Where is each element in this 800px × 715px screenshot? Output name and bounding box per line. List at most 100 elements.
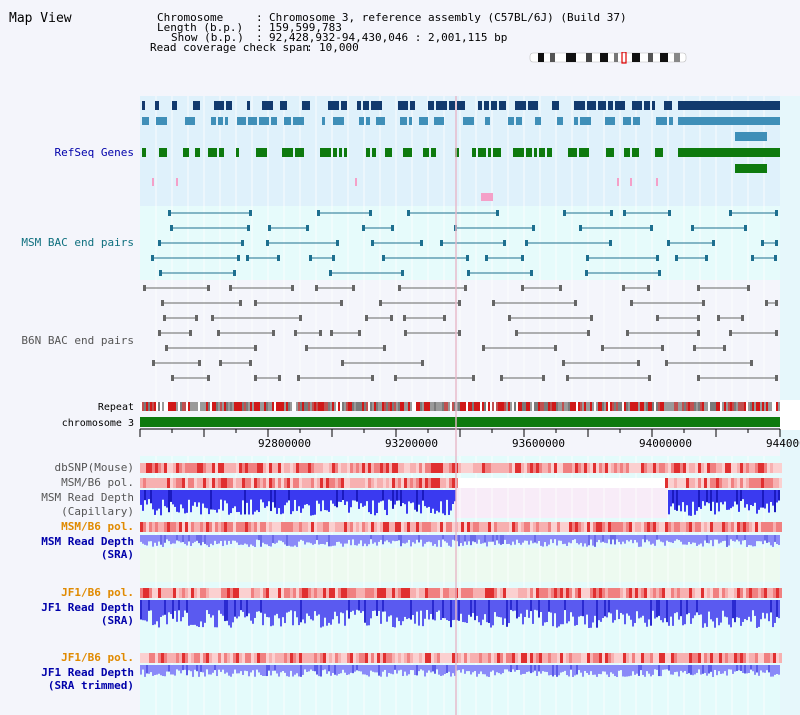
gene-feature — [357, 101, 361, 110]
gene-feature — [478, 101, 482, 110]
track-label-msm-read-depth-sra[interactable]: MSM Read Depth — [41, 535, 134, 548]
show-value: 92,428,932-94,430,046 : 2,001,115 bp — [269, 31, 508, 44]
bac-pair — [246, 255, 280, 261]
chromosome-ideogram[interactable] — [528, 52, 690, 64]
gene-feature — [142, 148, 146, 157]
coverage-label: Read coverage check span — [150, 41, 309, 54]
track-label-msm-b6-pol-1[interactable]: MSM/B6 pol. — [61, 476, 134, 489]
track-label-repeat[interactable]: Repeat — [97, 402, 134, 413]
gene-feature — [237, 117, 246, 125]
gene-feature — [652, 101, 655, 110]
gene-feature — [363, 101, 369, 110]
bac-pair — [626, 330, 700, 336]
gene-feature — [409, 117, 412, 125]
gene-feature — [185, 117, 195, 125]
bac-pair — [693, 345, 726, 351]
bac-pair — [309, 255, 335, 261]
gene-feature — [410, 101, 415, 110]
bac-pair — [168, 210, 252, 216]
bac-pair — [394, 375, 475, 381]
bac-pair — [630, 300, 705, 306]
track-label-refseq-genes[interactable]: RefSeq Genes — [54, 146, 134, 159]
bac-pair — [622, 285, 650, 291]
bac-pair — [365, 315, 393, 321]
bac-pair — [515, 330, 590, 336]
gene-feature — [333, 148, 337, 157]
gene-feature — [155, 101, 159, 110]
bac-pair — [254, 375, 281, 381]
bac-pair — [297, 375, 374, 381]
gene-feature — [225, 117, 228, 125]
track-label-dbsnp[interactable]: dbSNP(Mouse) — [54, 461, 134, 474]
track-label-b6n-bac[interactable]: B6N BAC end pairs — [21, 334, 134, 347]
bac-pair — [440, 240, 506, 246]
gene-feature — [400, 117, 407, 125]
gene-feature — [457, 101, 465, 110]
gene-feature — [193, 101, 200, 110]
gene-feature — [580, 117, 591, 125]
track-label-msm-read-depth-cap-sub: (Capillary) — [61, 505, 134, 518]
track-label-msm-b6-pol-2[interactable]: MSM/B6 pol. — [61, 520, 134, 533]
axis-tick-label: 93600000 — [512, 437, 565, 450]
bac-pair — [508, 315, 593, 321]
track-label-msm-bac[interactable]: MSM BAC end pairs — [21, 236, 134, 249]
bac-pair — [500, 375, 545, 381]
gene-feature — [513, 148, 524, 157]
gene-feature — [605, 117, 615, 125]
chromosome-bar — [140, 417, 780, 427]
bac-pair — [765, 300, 778, 306]
bac-pair — [566, 375, 651, 381]
gene-feature — [615, 101, 625, 110]
gene-feature — [598, 101, 606, 110]
gene-feature — [735, 132, 767, 141]
bac-pair — [482, 345, 557, 351]
gene-feature — [247, 101, 250, 110]
track-label-chromosome[interactable]: chromosome 3 — [61, 418, 134, 429]
gene-feature — [431, 148, 436, 157]
gene-feature — [328, 101, 339, 110]
track-label-jf1-b6-pol-2[interactable]: JF1/B6 pol. — [61, 651, 134, 664]
gene-feature — [341, 101, 347, 110]
gene-feature — [644, 101, 650, 110]
axis-tick-label: 94000000 — [639, 437, 692, 450]
bac-pair — [170, 225, 250, 231]
gene-feature — [398, 101, 408, 110]
bac-pair — [294, 330, 322, 336]
gene-feature — [359, 117, 364, 125]
bac-pair — [492, 300, 577, 306]
gene-feature — [195, 148, 200, 157]
track-label-jf1-b6-pol-1[interactable]: JF1/B6 pol. — [61, 586, 134, 599]
bac-pair — [697, 375, 778, 381]
gene-feature — [515, 101, 526, 110]
gene-feature — [624, 148, 630, 157]
track-label-jf1-read-depth-sra[interactable]: JF1 Read Depth — [41, 601, 134, 614]
track-label-jf1-read-depth-trim[interactable]: JF1 Read Depth — [41, 666, 134, 679]
bac-pair — [563, 210, 613, 216]
bac-pair — [254, 300, 343, 306]
gene-feature — [463, 117, 474, 125]
length-label: Length (b.p.) — [157, 21, 244, 34]
gene-feature — [574, 101, 585, 110]
bac-pair — [217, 330, 275, 336]
gene-feature — [478, 148, 486, 157]
axis-tick-label: 92800000 — [258, 437, 311, 450]
gene-feature — [534, 148, 537, 157]
bac-pair — [266, 240, 339, 246]
gene-feature — [472, 148, 476, 157]
bac-pair — [751, 255, 777, 261]
bac-pair — [151, 255, 240, 261]
gene-feature — [491, 101, 497, 110]
chromosome-label: Chromosome — [157, 11, 224, 24]
gene-feature — [608, 101, 613, 110]
track-label-msm-read-depth-cap[interactable]: MSM Read Depth — [41, 491, 134, 504]
bac-pair — [691, 225, 747, 231]
coordinate-axis: 92800000 93200000 93600000 94000000 9440… — [139, 428, 800, 450]
gene-feature — [236, 148, 239, 157]
gene-feature — [248, 117, 257, 125]
bac-pair — [143, 285, 210, 291]
axis-tick-label: 93200000 — [385, 437, 438, 450]
gene-feature — [419, 117, 428, 125]
gene-feature — [183, 148, 189, 157]
bac-pair — [667, 240, 715, 246]
